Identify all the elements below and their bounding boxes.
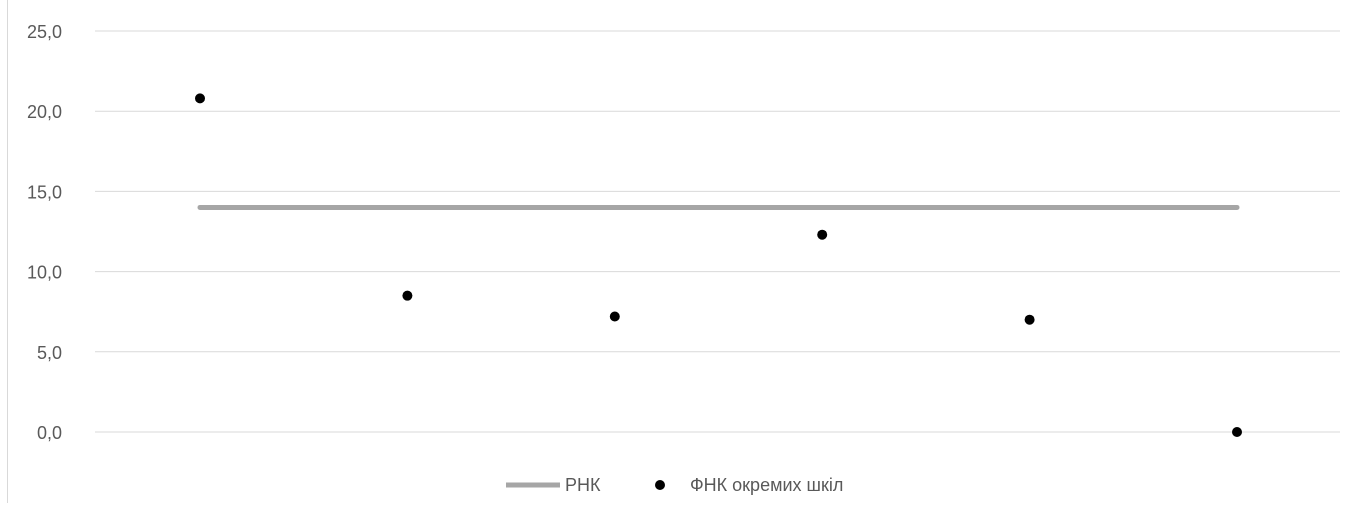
- y-tick-label: 15,0: [27, 182, 62, 202]
- chart-left-border: [7, 0, 8, 503]
- legend: РНК ФНК окремих шкіл: [506, 475, 843, 495]
- legend-label-rnk: РНК: [565, 475, 601, 495]
- data-point: [609, 311, 620, 322]
- y-tick-label: 10,0: [27, 263, 62, 283]
- legend-swatch-fnk: [655, 480, 665, 490]
- y-tick-label: 0,0: [37, 423, 62, 443]
- series-fnk-schools: [195, 93, 1242, 437]
- data-point: [1024, 314, 1035, 325]
- data-point: [1232, 427, 1242, 437]
- data-point: [817, 229, 828, 240]
- gridlines: [95, 30, 1340, 433]
- data-point: [402, 290, 413, 301]
- y-tick-label: 25,0: [27, 22, 62, 42]
- y-tick-label: 20,0: [27, 102, 62, 122]
- y-tick-label: 5,0: [37, 343, 62, 363]
- y-tick-labels: 0,0 5,0 10,0 15,0 20,0 25,0: [27, 22, 62, 443]
- data-point: [195, 93, 205, 104]
- legend-label-fnk: ФНК окремих шкіл: [690, 475, 843, 495]
